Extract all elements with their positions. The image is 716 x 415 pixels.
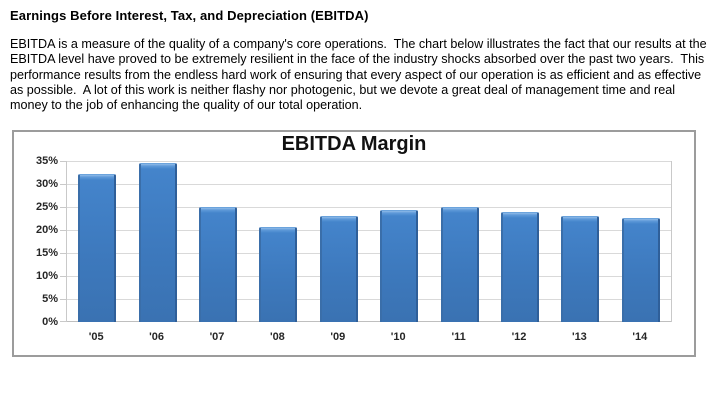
- bar-'12: [501, 212, 539, 322]
- gridline-15: [67, 253, 671, 254]
- ytick-0: [60, 321, 66, 322]
- y-axis-label-30: 30%: [35, 178, 58, 190]
- gridline-20: [67, 230, 671, 231]
- x-axis-label-'08: '08: [269, 331, 285, 343]
- bar-'08: [259, 227, 298, 322]
- ebitda-margin-chart: EBITDA Margin 0% 5% 10% 15% 20% 25% 30% 35% '05 '…: [12, 130, 696, 357]
- bar-'06: [138, 163, 177, 322]
- y-axis-label-35: 35%: [35, 155, 58, 167]
- bar-'09: [319, 216, 358, 322]
- ytick-10: [60, 276, 66, 277]
- x-axis-label-'09: '09: [330, 331, 346, 343]
- bar-'14: [621, 218, 660, 322]
- ytick-25: [60, 207, 66, 208]
- ytick-20: [60, 230, 66, 231]
- ytick-15: [60, 253, 66, 254]
- chart-title: EBITDA Margin: [281, 133, 427, 155]
- x-axis-label-'11: '11: [451, 331, 466, 343]
- y-axis-label-10: 10%: [35, 270, 58, 282]
- ytick-5: [60, 299, 66, 300]
- plot-area: [60, 161, 672, 322]
- ytick-35: [60, 161, 66, 162]
- bar-'10: [380, 210, 419, 322]
- gridline-0: [67, 321, 671, 322]
- bar-'05: [78, 174, 117, 322]
- y-axis-label-5: 5%: [42, 293, 58, 305]
- gridline-30: [67, 184, 671, 185]
- body-paragraph: EBITDA is a measure of the quality of a …: [10, 37, 711, 113]
- y-axis-label-0: 0%: [42, 316, 58, 328]
- x-axis-label-'13: '13: [571, 331, 587, 343]
- bar-'07: [199, 207, 237, 322]
- gridline-25: [67, 207, 671, 208]
- y-axis-label-15: 15%: [35, 247, 58, 259]
- x-axis-label-'14: '14: [632, 331, 648, 343]
- gridline-35: [67, 161, 671, 162]
- x-axis-label-'07: '07: [209, 331, 225, 343]
- page-title: Earnings Before Interest, Tax, and Depre…: [10, 8, 369, 23]
- gridline-5: [67, 299, 671, 300]
- ytick-30: [60, 184, 66, 185]
- y-axis-label-20: 20%: [35, 224, 58, 236]
- gridline-10: [67, 276, 671, 277]
- x-axis-label-'10: '10: [390, 331, 406, 343]
- x-axis-label-'05: '05: [88, 331, 104, 343]
- x-axis-label-'06: '06: [149, 331, 165, 343]
- bar-'13: [561, 216, 600, 322]
- bar-'11: [440, 207, 479, 322]
- y-axis-label-25: 25%: [35, 201, 58, 213]
- x-axis-label-'12: '12: [511, 331, 527, 343]
